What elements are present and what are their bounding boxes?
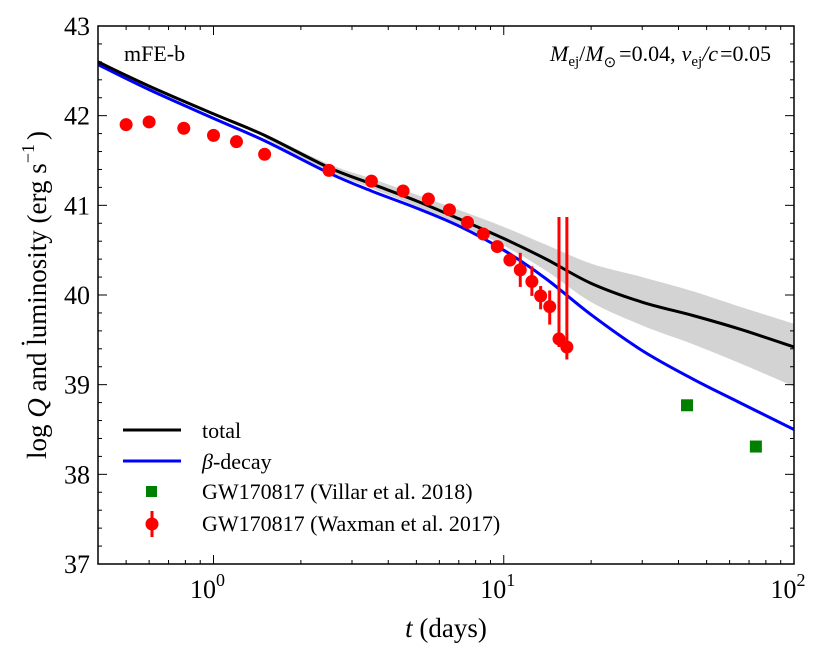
parameter-annotation: Mej/M⊙ =0.04, vej/c=0.05 bbox=[549, 41, 771, 71]
model-curves bbox=[98, 60, 794, 431]
y-tick-label: 40 bbox=[64, 281, 90, 310]
legend-beta-label: β-decay bbox=[201, 449, 272, 474]
y-tick-label: 38 bbox=[64, 460, 90, 489]
data-point bbox=[503, 253, 517, 267]
q-dot-accent: ˙ bbox=[16, 339, 46, 348]
data-point bbox=[142, 115, 156, 129]
data-point bbox=[476, 227, 490, 241]
data-point bbox=[543, 300, 557, 314]
waxman-data bbox=[119, 115, 574, 360]
villar-data bbox=[681, 399, 762, 453]
data-point-square bbox=[749, 440, 762, 453]
data-point bbox=[177, 121, 191, 135]
axis-ticks: 37 38 39 40 41 42 43 100 101 102 bbox=[64, 12, 806, 604]
beta-decay-curve bbox=[98, 63, 794, 431]
legend-total-label: total bbox=[202, 418, 241, 443]
data-point-square bbox=[681, 399, 694, 412]
y-tick-label: 43 bbox=[64, 12, 90, 41]
data-point bbox=[258, 147, 272, 161]
x-axis-label: t (days) bbox=[405, 613, 487, 643]
total-curve bbox=[98, 60, 794, 349]
data-point bbox=[396, 184, 410, 198]
legend-waxman-marker bbox=[145, 517, 159, 531]
data-point bbox=[442, 203, 456, 217]
data-point bbox=[460, 215, 474, 229]
data-point bbox=[119, 118, 133, 132]
data-point bbox=[229, 135, 243, 149]
legend-waxman-label: GW170817 (Waxman et al. 2017) bbox=[202, 511, 500, 536]
y-tick-label: 39 bbox=[64, 371, 90, 400]
data-point bbox=[525, 275, 539, 289]
x-tick-label: 102 bbox=[771, 570, 806, 604]
uncertainty-band bbox=[264, 133, 794, 387]
y-axis-label: log Q and luminosity (erg s−1) bbox=[18, 131, 52, 459]
data-point bbox=[552, 332, 566, 346]
data-point bbox=[364, 174, 378, 188]
legend: total β-decay GW170817 (Villar et al. 20… bbox=[123, 418, 500, 537]
x-tick-label: 100 bbox=[190, 570, 225, 604]
data-point bbox=[322, 163, 336, 177]
data-point bbox=[490, 240, 504, 254]
data-point bbox=[560, 340, 574, 354]
band-area bbox=[264, 133, 794, 387]
model-label: mFE-b bbox=[124, 41, 185, 66]
data-point bbox=[207, 128, 221, 142]
data-point bbox=[534, 289, 548, 303]
legend-villar-swatch bbox=[146, 486, 157, 497]
y-tick-label: 41 bbox=[64, 191, 90, 220]
y-tick-label: 37 bbox=[64, 550, 90, 579]
data-point bbox=[421, 192, 435, 206]
data-point bbox=[513, 263, 527, 277]
legend-villar-label: GW170817 (Villar et al. 2018) bbox=[202, 479, 473, 504]
y-tick-label: 42 bbox=[64, 102, 90, 131]
x-tick-label: 101 bbox=[480, 570, 515, 604]
